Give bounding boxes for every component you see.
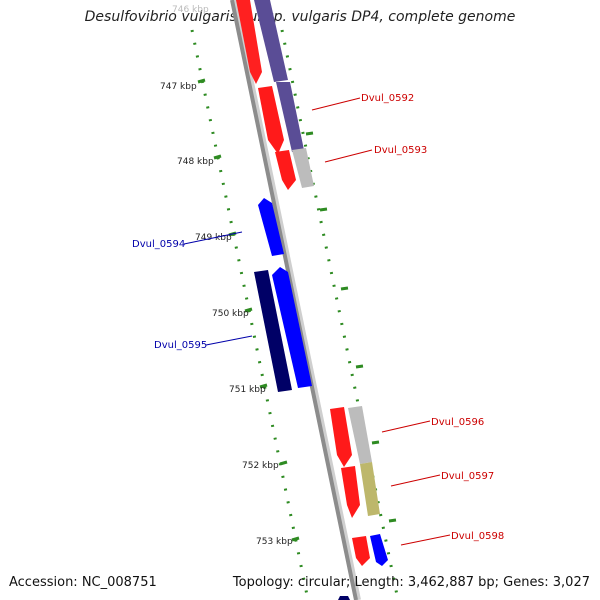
label-leaders: [183, 97, 451, 546]
gene-label-dvul-0596[interactable]: Dvul_0596: [431, 417, 484, 428]
gene-forward-upper[interactable]: [258, 86, 284, 154]
tick-label-750: 750 kbp: [212, 309, 249, 319]
tick-label-746: 746 kbp: [172, 5, 209, 15]
topology-text: Topology: circular; Length: 3,462,887 bp…: [232, 575, 590, 590]
gene-dvul-0597[interactable]: [341, 466, 360, 518]
gene-label-dvul-0594[interactable]: Dvul_0594: [132, 239, 185, 250]
tick-label-747: 747 kbp: [160, 82, 197, 92]
genome-title: Desulfovibrio vulgaris subsp. vulgaris D…: [84, 9, 516, 25]
gene-dvul-0598-reverse[interactable]: [370, 534, 388, 566]
gene-gray-0596[interactable]: [348, 406, 372, 464]
gene-dvul-0596[interactable]: [330, 407, 352, 467]
gene-label-dvul-0592[interactable]: Dvul_0592: [361, 93, 414, 104]
accession-text: Accession: NC_008751: [9, 575, 157, 590]
gene-purple-top[interactable]: [254, 0, 288, 82]
gene-dvul-0598-forward[interactable]: [352, 536, 370, 566]
gene-forward-top[interactable]: [236, 0, 262, 84]
tick-label-753: 753 kbp: [256, 537, 293, 547]
tick-label-748: 748 kbp: [177, 157, 214, 167]
gene-label-dvul-0598[interactable]: Dvul_0598: [451, 531, 504, 542]
gene-gray-0593[interactable]: [292, 148, 314, 188]
tick-label-752: 752 kbp: [242, 461, 279, 471]
gene-olive-0597[interactable]: [360, 462, 380, 516]
gene-dvul-0593-forward[interactable]: [275, 150, 296, 190]
gene-label-dvul-0595[interactable]: Dvul_0595: [154, 340, 207, 351]
gene-bottom-partial: [338, 596, 350, 600]
tick-label-751: 751 kbp: [229, 385, 266, 395]
gene-dvul-0595-dark[interactable]: [254, 270, 292, 392]
gene-label-dvul-0593[interactable]: Dvul_0593: [374, 145, 427, 156]
genome-backbone: [230, 0, 358, 600]
gene-dvul-0594[interactable]: [258, 198, 284, 256]
gene-label-dvul-0597[interactable]: Dvul_0597: [441, 471, 494, 482]
gene-dvul-0592[interactable]: [276, 82, 304, 152]
gene-dvul-0595-blue[interactable]: [272, 267, 312, 388]
